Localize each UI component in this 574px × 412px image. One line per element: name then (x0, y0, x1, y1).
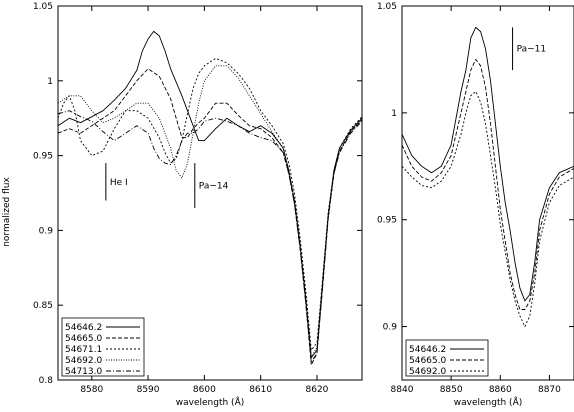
legend-box (405, 339, 489, 377)
x-tick-label: 8620 (306, 385, 329, 395)
plot-frame (57, 5, 363, 381)
y-tick-label: 0.95 (377, 216, 397, 226)
y-tick-label: 0.9 (383, 323, 398, 333)
x-tick-label: 8610 (249, 385, 272, 395)
x-axis-label: wavelength (Å) (454, 396, 522, 408)
series-line-2 (401, 58, 574, 310)
legend-entry-label: 54692.0 (65, 356, 102, 366)
y-tick-label: 0.9 (39, 226, 54, 236)
y-tick-label: 0.85 (33, 301, 53, 311)
legend-entry-label: 54665.0 (409, 356, 446, 366)
x-tick-label: 8850 (440, 385, 463, 395)
y-tick-label: 0.95 (33, 152, 53, 162)
series-line-4 (57, 65, 363, 359)
legend-entry-label: 54646.2 (409, 345, 446, 355)
legend-entry-label: 54646.2 (65, 323, 102, 333)
x-axis-label: wavelength (Å) (176, 396, 244, 408)
y-axis-label-left: normalized flux (2, 177, 12, 247)
series-line-3 (401, 91, 574, 328)
legend-entry-label: 54692.0 (409, 367, 446, 377)
x-tick-label: 8860 (489, 385, 512, 395)
x-tick-label: 8580 (80, 385, 103, 395)
y-tick-label: 0.8 (39, 376, 54, 386)
x-tick-label: 8590 (137, 385, 160, 395)
annotation-label: He I (110, 178, 128, 188)
right-panel: 8840 8850 8860 8870 0.9 0.95 1 1.05 wavelength (… (377, 2, 574, 408)
series-line-5 (57, 110, 363, 363)
x-tick-label: 8840 (391, 385, 414, 395)
annotation-label: Pa−14 (199, 182, 229, 192)
y-tick-label: 1.05 (377, 2, 397, 12)
x-tick-label: 8870 (538, 385, 561, 395)
x-tick-label: 8600 (193, 385, 216, 395)
left-panel: 8580 8590 8600 8610 8620 0.8 0.85 0.9 0.95 1 1.05 w… (33, 2, 363, 408)
y-tick-label: 1 (391, 109, 397, 119)
legend-entry-label: 54665.0 (65, 334, 102, 344)
y-tick-label: 1.05 (33, 2, 53, 12)
series-line-1 (57, 30, 363, 359)
series-line-1 (401, 26, 574, 302)
legend-entry-label: 54671.1 (65, 345, 102, 355)
series-line-3 (57, 57, 363, 351)
series-line-2 (57, 68, 363, 366)
annotation-label: Pa−11 (517, 45, 547, 55)
legend-entry-label: 54713.0 (65, 367, 102, 377)
y-tick-label: 1 (47, 77, 53, 87)
plot-frame (401, 5, 574, 381)
legend-box (61, 317, 145, 377)
